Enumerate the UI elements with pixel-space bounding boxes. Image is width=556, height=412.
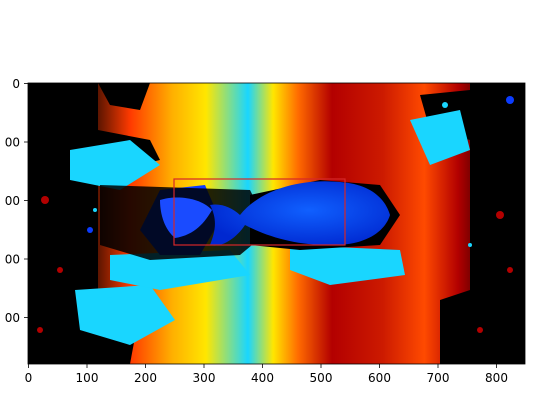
y-axis: 0 00 00 00 00 (5, 77, 28, 325)
y-tick-label: 00 (5, 253, 20, 267)
y-tick-label: 00 (5, 311, 20, 325)
x-axis: 0 100 200 300 400 500 600 700 800 (25, 364, 508, 385)
x-tick-label: 500 (310, 371, 333, 385)
axes-frame (27, 82, 526, 365)
x-tick-label: 800 (485, 371, 508, 385)
y-tick-label: 00 (5, 136, 20, 150)
x-tick-label: 700 (427, 371, 450, 385)
y-tick-label: 00 (5, 194, 20, 208)
depth-image (28, 83, 525, 364)
bounding-box (173, 178, 346, 246)
x-tick-label: 300 (193, 371, 216, 385)
y-tick-label: 0 (12, 77, 20, 91)
x-tick-label: 0 (25, 371, 33, 385)
x-tick-label: 400 (251, 371, 274, 385)
x-tick-label: 200 (134, 371, 157, 385)
x-tick-label: 600 (368, 371, 391, 385)
x-tick-label: 100 (76, 371, 99, 385)
